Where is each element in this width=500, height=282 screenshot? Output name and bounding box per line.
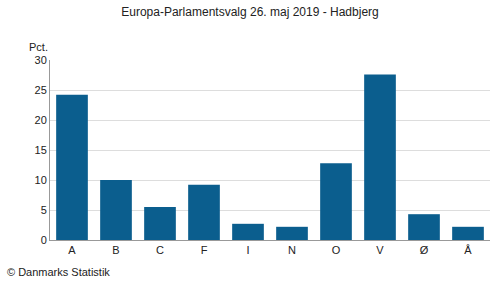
svg-text:A: A [68, 244, 76, 256]
svg-text:30: 30 [35, 54, 47, 66]
svg-text:Å: Å [464, 244, 472, 256]
svg-text:© Danmarks Statistik: © Danmarks Statistik [7, 266, 110, 278]
svg-text:I: I [246, 244, 249, 256]
svg-text:25: 25 [35, 84, 47, 96]
svg-text:N: N [288, 244, 296, 256]
svg-text:10: 10 [35, 174, 47, 186]
svg-text:Pct.: Pct. [29, 41, 48, 53]
svg-text:B: B [112, 244, 119, 256]
svg-text:O: O [332, 244, 341, 256]
svg-text:0: 0 [41, 234, 47, 246]
svg-text:Europa-Parlamentsvalg 26. maj: Europa-Parlamentsvalg 26. maj 2019 - Had… [121, 5, 378, 19]
svg-text:F: F [201, 244, 208, 256]
svg-text:5: 5 [41, 204, 47, 216]
svg-text:C: C [156, 244, 164, 256]
svg-text:15: 15 [35, 144, 47, 156]
svg-text:V: V [376, 244, 384, 256]
svg-text:Ø: Ø [420, 244, 429, 256]
svg-text:20: 20 [35, 114, 47, 126]
